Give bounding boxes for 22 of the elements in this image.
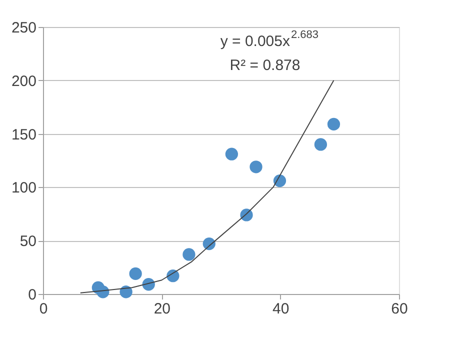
point bbox=[96, 286, 110, 298]
x-tick-label: 20 bbox=[154, 300, 171, 318]
y-tick-label: 50 bbox=[20, 233, 36, 250]
y-tick-label: 250 bbox=[11, 20, 36, 36]
point bbox=[120, 286, 132, 298]
point bbox=[250, 160, 262, 174]
point bbox=[314, 138, 328, 151]
point bbox=[327, 118, 340, 130]
x-tick-label: 0 bbox=[39, 300, 48, 318]
y-tick-label: 150 bbox=[11, 126, 36, 144]
point bbox=[182, 248, 196, 261]
y-tick-label: 100 bbox=[11, 180, 36, 197]
point bbox=[225, 148, 238, 160]
annotation: R² = 0.878 bbox=[230, 57, 300, 74]
x-tick-label: 40 bbox=[272, 300, 290, 318]
point bbox=[129, 267, 142, 280]
point bbox=[202, 237, 216, 250]
x-tick-label: 60 bbox=[391, 300, 408, 318]
point bbox=[273, 174, 286, 188]
point bbox=[166, 270, 180, 282]
y-tick-label: 200 bbox=[11, 72, 36, 90]
y-tick-label: 0 bbox=[28, 286, 36, 304]
